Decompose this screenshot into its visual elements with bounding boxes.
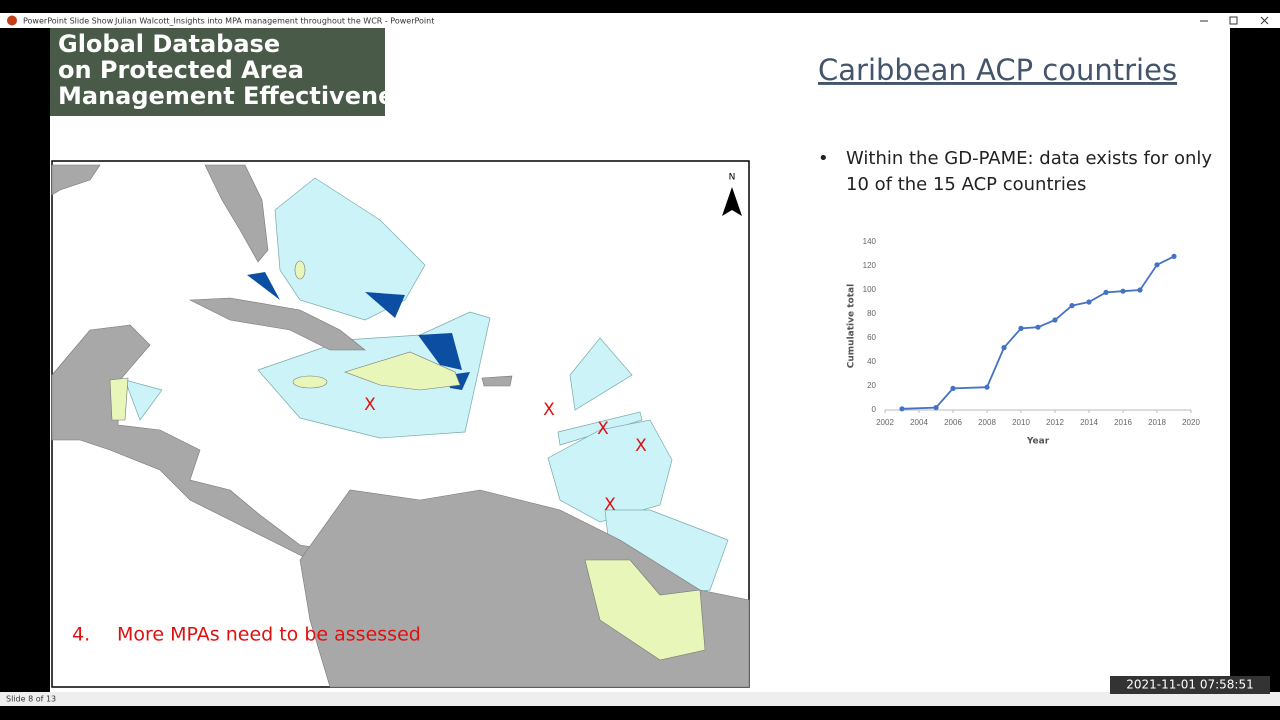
- y-tick-label: 0: [872, 405, 877, 414]
- data-point: [1171, 253, 1177, 259]
- map-marker: X: [604, 495, 616, 515]
- x-tick-label: 2012: [1046, 418, 1064, 427]
- data-point: [1086, 299, 1092, 305]
- x-tick-label: 2010: [1012, 418, 1030, 427]
- window-controls[interactable]: [1200, 16, 1269, 25]
- map-marker: X: [543, 400, 555, 420]
- y-tick-label: 80: [867, 309, 876, 318]
- timestamp: 2021-11-01 07:58:51: [1126, 678, 1253, 692]
- banner: [50, 28, 385, 116]
- x-tick-label: 2020: [1182, 418, 1200, 427]
- banner-line: Global Database: [58, 30, 280, 58]
- note-text: More MPAs need to be assessed: [117, 624, 421, 646]
- x-tick-label: 2014: [1080, 418, 1098, 427]
- acp-country: [294, 260, 306, 280]
- y-tick-label: 100: [863, 285, 877, 294]
- y-tick-label: 60: [867, 333, 876, 342]
- title-bar: [0, 13, 1280, 28]
- bullet-dot: •: [818, 148, 829, 169]
- data-point: [1103, 289, 1109, 295]
- mpa: [247, 272, 470, 390]
- eez: [124, 379, 163, 421]
- data-point: [1069, 303, 1075, 309]
- y-axis-label: Cumulative total: [847, 284, 857, 368]
- data-point: [1154, 262, 1160, 268]
- data-point: [1120, 288, 1126, 294]
- restore[interactable]: [1229, 16, 1238, 25]
- acp-country: [292, 375, 328, 389]
- eez: [557, 411, 643, 446]
- y-tick-label: 40: [867, 357, 876, 366]
- note-number: 4.: [72, 624, 90, 646]
- data-point: [899, 406, 905, 412]
- timestamp-box: [1110, 676, 1270, 694]
- x-tick-label: 2008: [978, 418, 996, 427]
- eez: [274, 177, 426, 321]
- data-point: [1052, 317, 1058, 323]
- north-label: N: [729, 173, 736, 183]
- bullet-text: Within the GD-PAME: data exists for only: [846, 148, 1212, 169]
- app-label: PowerPoint Slide Show: [23, 17, 114, 26]
- bullet-text: 10 of the 15 ACP countries: [846, 174, 1086, 195]
- eez: [569, 337, 633, 411]
- land: [204, 164, 269, 263]
- y-tick-label: 20: [867, 381, 876, 390]
- data-point: [1035, 324, 1041, 330]
- slide-counter: Slide 8 of 13: [6, 695, 56, 704]
- close[interactable]: [1260, 16, 1269, 25]
- land: [51, 164, 101, 196]
- acp-country: [344, 351, 461, 391]
- status-bar: [0, 692, 1280, 706]
- data-point: [1137, 287, 1143, 293]
- data-point: [950, 385, 956, 391]
- slide-heading: Caribbean ACP countries: [818, 53, 1177, 87]
- banner-line: Management Effectiveness: [58, 82, 423, 110]
- map-marker: X: [597, 419, 609, 439]
- data-point: [1018, 325, 1024, 331]
- x-axis-label: Year: [1026, 437, 1050, 447]
- acp-country: [584, 559, 706, 661]
- banner-line: on Protected Area: [58, 56, 304, 84]
- data-point: [984, 384, 990, 390]
- x-tick-label: 2004: [910, 418, 928, 427]
- x-tick-label: 2018: [1148, 418, 1166, 427]
- y-tick-label: 140: [863, 237, 877, 246]
- acp-country: [109, 377, 129, 421]
- x-tick-label: 2016: [1114, 418, 1132, 427]
- data-point: [1001, 345, 1007, 351]
- window-title: Julian Walcott_Insights into MPA managem…: [114, 17, 434, 26]
- land: [188, 297, 366, 351]
- land: [481, 375, 513, 387]
- x-tick-label: 2002: [876, 418, 894, 427]
- app-icon: [7, 15, 17, 26]
- land: [51, 324, 331, 561]
- data-point: [933, 405, 939, 411]
- eez: [547, 419, 673, 523]
- map-marker: X: [635, 436, 647, 456]
- north-arrow: [722, 187, 742, 216]
- map-marker: X: [364, 395, 376, 415]
- x-tick-label: 2006: [944, 418, 962, 427]
- y-tick-label: 120: [863, 261, 877, 270]
- map: N X X X X X 4. More MPAs need to be asse…: [51, 160, 750, 688]
